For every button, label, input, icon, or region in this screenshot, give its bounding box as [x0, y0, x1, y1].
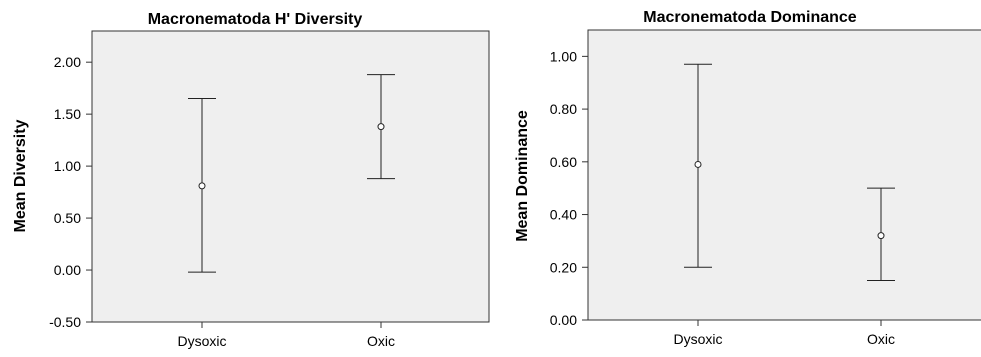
diversity-chart: Macronematoda H' Diversity Mean Diversit…	[12, 11, 490, 349]
y-axis: 0.00 0.20 0.40 0.60 0.80 1.00	[550, 48, 588, 328]
mean-marker	[198, 182, 206, 190]
error-bars	[684, 63, 895, 281]
x-tick-label: Dysoxic	[177, 333, 226, 349]
plot-area	[91, 30, 490, 323]
y-tick-label: 0.40	[550, 207, 577, 223]
plot-area	[587, 29, 981, 321]
x-tick-label: Oxic	[367, 333, 395, 349]
mean-marker	[377, 123, 385, 131]
y-tick-label: 0.00	[550, 312, 577, 328]
chart-title: Macronematoda Dominance	[643, 9, 856, 26]
mean-marker	[877, 232, 885, 240]
x-axis: Dysoxic Oxic	[673, 320, 895, 347]
y-tick-label: 1.00	[550, 48, 577, 64]
dominance-chart: Macronematoda Dominance Mean Dominance 0…	[514, 9, 981, 347]
y-axis-label: Mean Dominance	[514, 110, 531, 242]
x-tick-label: Oxic	[867, 331, 895, 347]
y-tick-label: 0.50	[54, 210, 81, 226]
y-tick-label: 1.50	[54, 106, 81, 122]
error-bars	[188, 74, 395, 273]
y-axis: -0.50 0.00 0.50 1.00 1.50 2.00	[49, 54, 92, 330]
y-tick-label: 0.20	[550, 259, 577, 275]
chart-title: Macronematoda H' Diversity	[148, 11, 363, 28]
y-tick-label: -0.50	[49, 314, 81, 330]
y-tick-label: 0.00	[54, 262, 81, 278]
mean-marker	[694, 160, 702, 168]
y-axis-label: Mean Diversity	[12, 119, 29, 232]
y-tick-label: 2.00	[54, 54, 81, 70]
x-axis: Dysoxic Oxic	[177, 322, 395, 349]
y-tick-label: 0.60	[550, 154, 577, 170]
y-tick-label: 1.00	[54, 158, 81, 174]
x-tick-label: Dysoxic	[673, 331, 722, 347]
y-tick-label: 0.80	[550, 101, 577, 117]
